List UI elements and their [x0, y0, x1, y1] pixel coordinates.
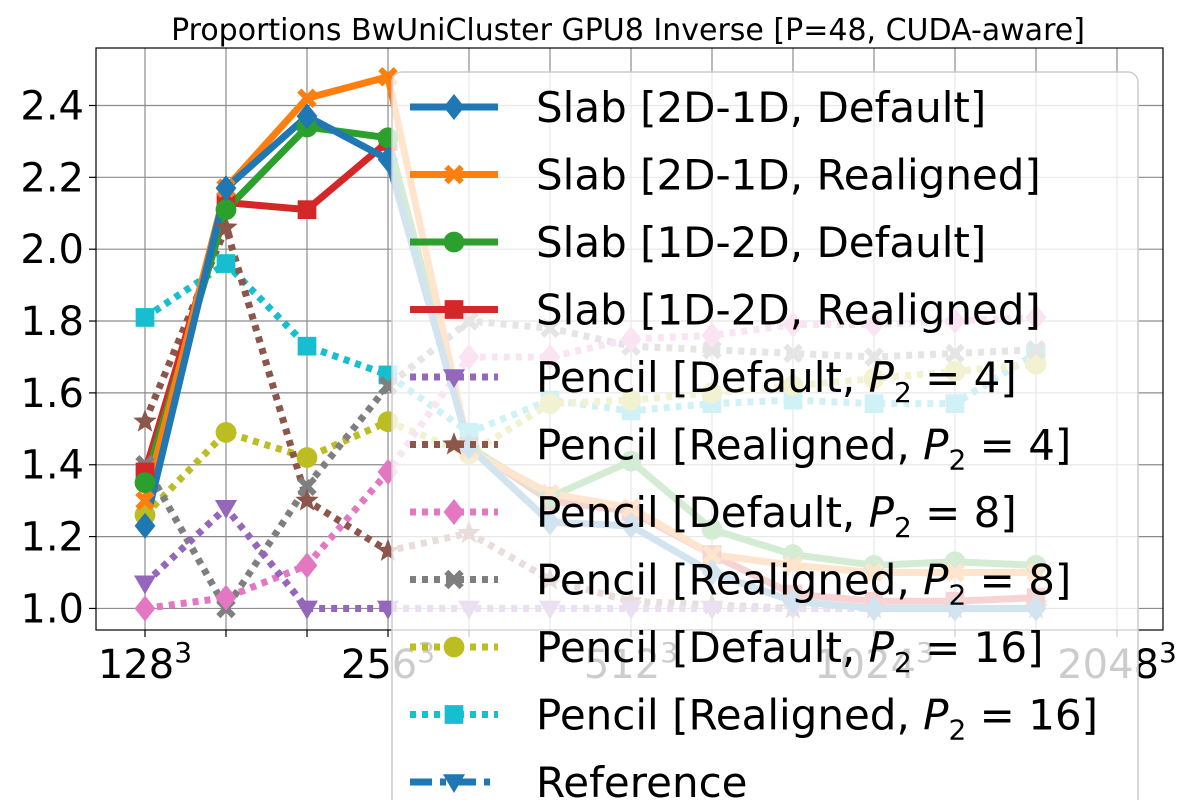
legend-marker	[442, 369, 466, 389]
data-point	[295, 488, 319, 511]
data-point	[297, 476, 317, 497]
data-point	[214, 500, 238, 519]
legend-label: Slab [2D-1D, Realigned]	[536, 151, 1041, 200]
data-point	[135, 308, 155, 327]
legend-label: Pencil [Default, P2 = 16]	[536, 623, 1044, 679]
y-tick-label: 1.8	[20, 299, 84, 345]
x-tick-label: 1283	[98, 636, 192, 688]
legend-box	[391, 71, 1139, 800]
data-point	[135, 490, 155, 511]
y-tick-label: 1.6	[20, 371, 84, 417]
data-point	[134, 472, 156, 494]
legend-marker	[443, 499, 465, 525]
legend-label: Pencil [Realigned, P2 = 16]	[536, 691, 1098, 747]
data-point	[214, 215, 238, 238]
data-point	[215, 422, 237, 443]
legend-label: Pencil [Default, P2 = 4]	[536, 353, 1017, 409]
legend-label: Slab [1D-2D, Default]	[536, 218, 986, 267]
legend-marker	[444, 705, 464, 724]
legend-marker	[444, 300, 464, 319]
data-point	[133, 409, 157, 432]
legend-label: Pencil [Realigned, P2 = 8]	[536, 556, 1071, 612]
data-point	[295, 600, 319, 620]
legend-marker	[443, 636, 465, 658]
legend-label: Slab [1D-2D, Realigned]	[536, 286, 1041, 335]
data-point	[133, 575, 157, 595]
y-tick-label: 2.2	[20, 155, 84, 201]
legend-marker	[444, 164, 464, 185]
data-point	[297, 200, 317, 220]
y-tick-label: 1.2	[20, 515, 84, 561]
data-point	[215, 584, 237, 611]
y-tick-label: 2.4	[20, 83, 84, 129]
y-tick-label: 1.0	[20, 586, 84, 632]
data-point	[215, 199, 237, 221]
data-point	[296, 447, 318, 468]
data-point	[297, 88, 317, 109]
data-point	[377, 458, 399, 485]
data-point	[297, 336, 317, 356]
data-point	[134, 595, 156, 622]
y-tick-label: 2.0	[20, 227, 84, 273]
data-point	[377, 146, 399, 173]
legend-marker	[444, 569, 464, 590]
data-point	[216, 254, 236, 273]
y-tick-label: 1.4	[20, 443, 84, 489]
legend: Slab [2D-1D, Default] Slab [2D-1D, Realig…	[391, 71, 1139, 800]
legend-marker	[443, 94, 465, 120]
legend-label: Reference	[536, 758, 748, 800]
legend-marker	[443, 231, 465, 253]
legend-label: Pencil [Realigned, P2 = 4]	[536, 421, 1071, 477]
legend-label: Slab [2D-1D, Default]	[536, 83, 986, 132]
legend-marker	[442, 432, 466, 455]
data-point	[134, 512, 156, 539]
legend-marker	[442, 774, 466, 794]
data-point	[296, 552, 318, 579]
data-point	[376, 538, 400, 561]
series-line	[143, 260, 1038, 436]
data-point	[215, 175, 237, 202]
chart-title: Proportions BwUniCluster GPU8 Inverse [P…	[171, 13, 1085, 48]
data-point	[296, 103, 318, 130]
legend-label: Pencil [Default, P2 = 8]	[536, 488, 1017, 544]
